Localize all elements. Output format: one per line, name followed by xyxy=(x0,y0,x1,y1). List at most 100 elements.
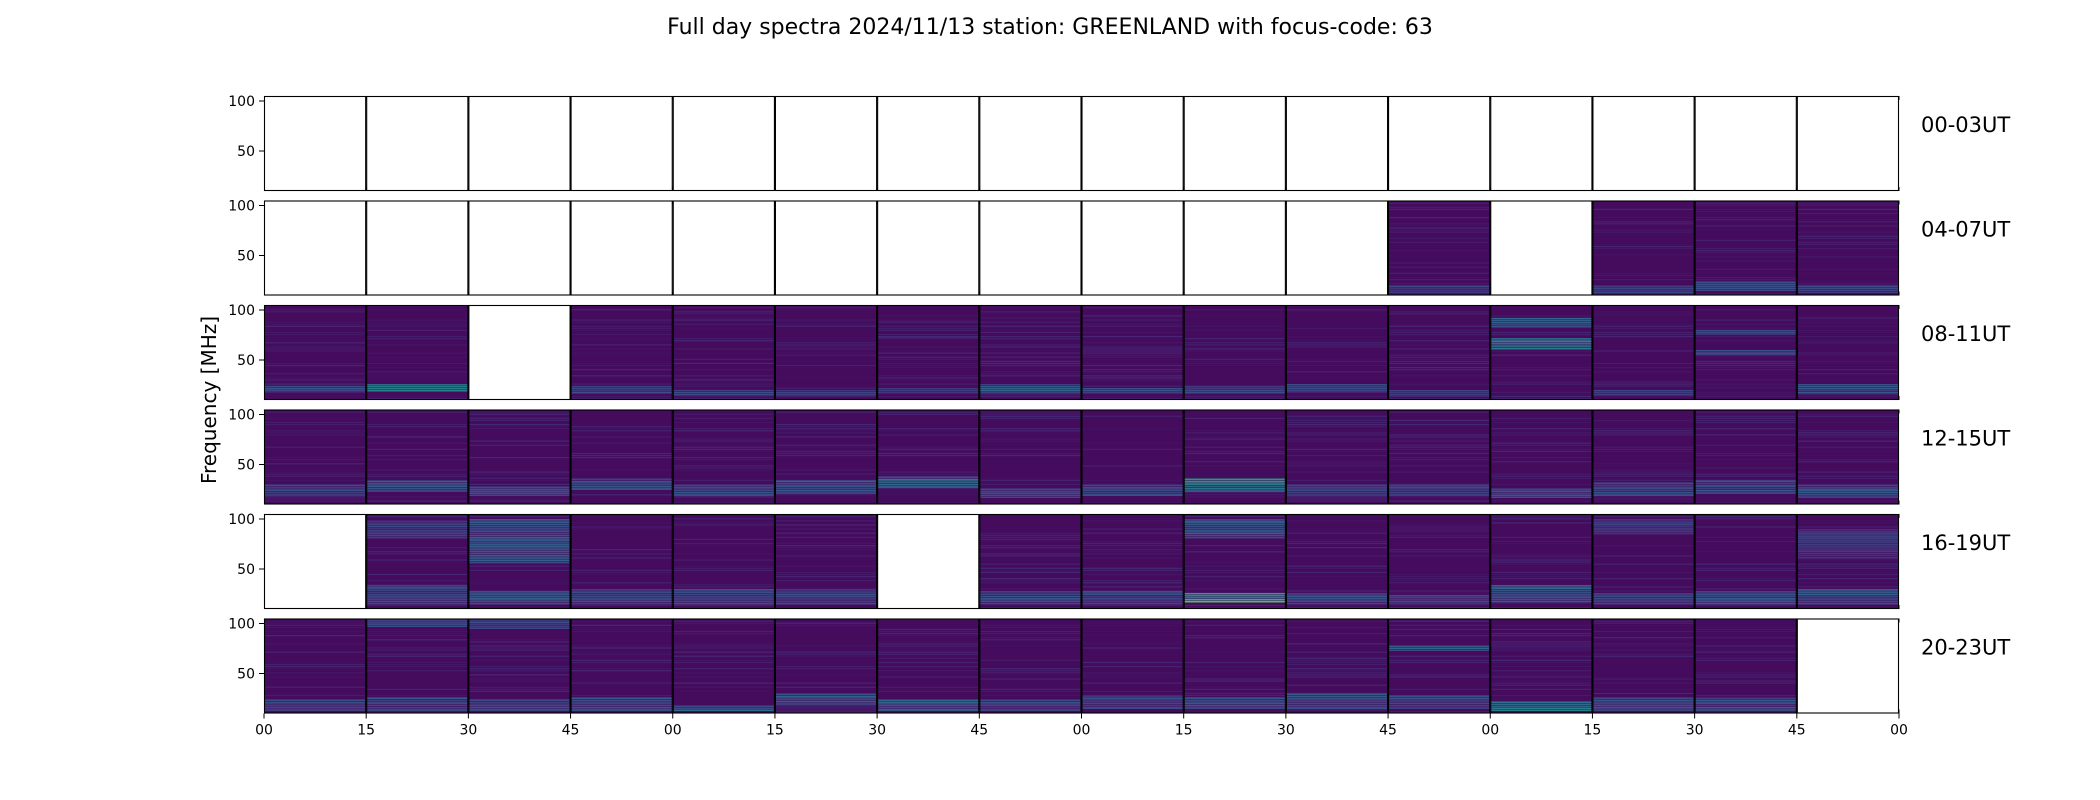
spectrum-stripe xyxy=(1694,366,1797,369)
spectrum-stripe xyxy=(1081,641,1184,643)
spectrum-stripe xyxy=(1388,364,1491,367)
spectrum-stripe xyxy=(979,335,1082,338)
spectrum-stripe xyxy=(1592,692,1695,695)
spectrum-stripe xyxy=(468,417,571,419)
spectrum-stripe xyxy=(366,397,469,400)
panel-frame xyxy=(1388,95,1491,192)
spectrum-stripe xyxy=(877,672,980,674)
emission-band xyxy=(1694,489,1797,492)
spectrum-stripe xyxy=(366,362,469,365)
spectrum-stripe xyxy=(1285,309,1389,311)
emission-band xyxy=(1694,702,1797,704)
emission-band xyxy=(774,602,878,605)
spectrum-stripe xyxy=(1796,202,1899,204)
spectrum-stripe xyxy=(1388,604,1491,607)
spectrum-stripe xyxy=(1796,335,1899,338)
spectrum-stripe xyxy=(366,323,469,325)
spectrum-stripe xyxy=(1081,379,1184,381)
emission-band xyxy=(1388,390,1491,392)
spectrum-stripe xyxy=(1388,231,1491,233)
spectrum-stripe xyxy=(1592,688,1695,690)
spectrum-stripe xyxy=(1592,254,1695,256)
emission-band xyxy=(1285,602,1389,605)
spectrum-stripe xyxy=(1388,377,1491,379)
emission-band xyxy=(1796,291,1899,293)
emission-band xyxy=(468,600,571,603)
spectrum-stripe xyxy=(774,520,878,522)
emission-band xyxy=(468,701,571,704)
emission-band xyxy=(1592,697,1695,700)
emission-band xyxy=(1694,600,1797,603)
spectrum-stripe xyxy=(1694,327,1797,329)
spectrum-stripe xyxy=(1081,666,1184,668)
spectrum-stripe xyxy=(774,454,878,457)
spectrum-stripe xyxy=(1388,366,1491,369)
spectrum-stripe xyxy=(979,569,1082,571)
spectrum-stripe xyxy=(979,371,1082,373)
spectrum-stripe xyxy=(570,680,673,682)
spectrum-stripe xyxy=(1592,371,1695,373)
spectrum-stripe xyxy=(264,463,367,465)
emission-band xyxy=(366,623,469,625)
spectrum-panel xyxy=(1081,409,1185,505)
spectrum-stripe xyxy=(1388,369,1491,371)
emission-band xyxy=(366,523,469,525)
spectrum-stripe xyxy=(1388,428,1491,430)
emission-band xyxy=(1796,591,1899,593)
spectrum-stripe xyxy=(468,674,571,676)
emission-band xyxy=(1796,496,1899,498)
spectrum-stripe xyxy=(1592,699,1695,701)
spectrum-stripe xyxy=(1388,241,1491,244)
spectrum-panel xyxy=(774,513,878,610)
spectrum-stripe xyxy=(672,676,775,678)
emission-band xyxy=(877,483,980,486)
spectrum-panel xyxy=(263,513,367,610)
spectrum-stripe xyxy=(1592,233,1695,235)
emission-band xyxy=(366,593,469,596)
emission-band xyxy=(1490,326,1593,328)
spectrum-stripe xyxy=(774,354,878,356)
spectrum-stripe xyxy=(877,350,980,352)
spectrum-stripe xyxy=(264,469,367,471)
emission-band xyxy=(1592,593,1695,595)
emission-band xyxy=(468,528,571,530)
spectrum-stripe xyxy=(1490,655,1593,657)
emission-band xyxy=(1183,386,1286,388)
emission-band xyxy=(979,386,1082,388)
spectrum-panel xyxy=(263,618,367,714)
panel-frame xyxy=(1183,513,1286,610)
y-tick-label: 50 xyxy=(237,458,255,474)
spectrum-stripe xyxy=(877,379,980,381)
spectrum-stripe xyxy=(366,329,469,332)
spectrum-stripe xyxy=(264,342,367,344)
spectrum-stripe xyxy=(570,659,673,662)
spectrum-stripe xyxy=(366,463,469,465)
spectrum-stripe xyxy=(1490,444,1593,446)
spectrum-stripe xyxy=(979,555,1082,557)
panel-frame xyxy=(366,618,469,714)
emission-band xyxy=(1388,695,1491,698)
emission-band xyxy=(1285,595,1389,598)
spectrum-stripe xyxy=(979,553,1082,555)
emission-band xyxy=(1183,536,1286,539)
spectrum-stripe xyxy=(1081,635,1184,637)
spectrum-stripe xyxy=(877,325,980,327)
spectrum-stripe xyxy=(1490,477,1593,479)
emission-band xyxy=(468,530,571,532)
panel-frame xyxy=(877,513,980,610)
spectrum-stripe xyxy=(1490,395,1593,398)
emission-band xyxy=(1592,709,1695,711)
emission-band xyxy=(264,388,367,390)
spectrum-stripe xyxy=(1694,651,1797,653)
spectrum-stripe xyxy=(774,674,878,676)
emission-band xyxy=(979,699,1082,702)
spectrum-stripe xyxy=(1592,311,1695,313)
panel-frame xyxy=(1183,304,1286,401)
spectrum-stripe xyxy=(1694,622,1797,624)
spectrum-stripe xyxy=(264,423,367,426)
spectrum-stripe xyxy=(979,659,1082,662)
spectrum-stripe xyxy=(1081,364,1184,367)
spectrum-stripe xyxy=(979,331,1082,334)
spectrum-stripe xyxy=(1592,331,1695,334)
